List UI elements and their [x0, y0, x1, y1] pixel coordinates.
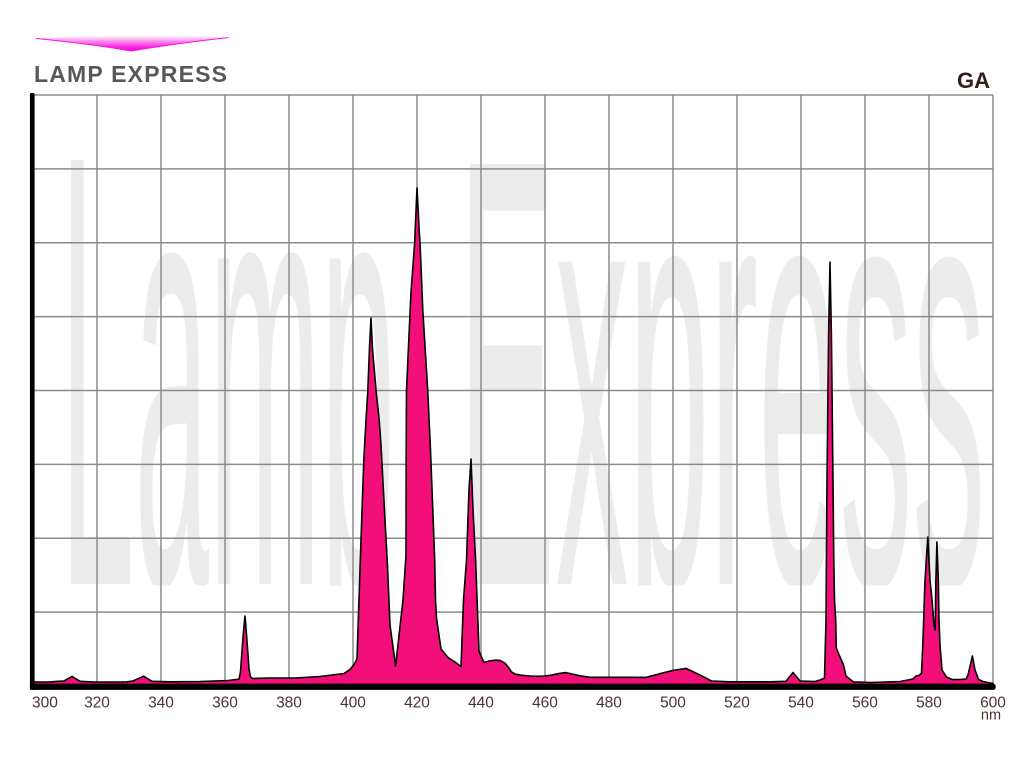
svg-text:560: 560 — [852, 695, 878, 712]
svg-text:Lamp: Lamp — [60, 26, 395, 719]
svg-text:360: 360 — [212, 695, 238, 712]
svg-text:320: 320 — [84, 695, 110, 712]
svg-text:440: 440 — [468, 695, 494, 712]
svg-text:460: 460 — [532, 695, 558, 712]
svg-text:500: 500 — [660, 695, 686, 712]
svg-text:400: 400 — [340, 695, 366, 712]
svg-text:GA: GA — [957, 68, 990, 93]
svg-text:380: 380 — [276, 695, 302, 712]
svg-text:420: 420 — [404, 695, 430, 712]
svg-text:580: 580 — [916, 695, 942, 712]
svg-text:nm: nm — [981, 708, 1001, 724]
svg-text:480: 480 — [596, 695, 622, 712]
svg-text:Express: Express — [458, 32, 985, 717]
svg-text:340: 340 — [148, 695, 174, 712]
svg-text:540: 540 — [788, 695, 814, 712]
svg-text:600: 600 — [980, 695, 1006, 712]
svg-text:300: 300 — [32, 695, 58, 712]
svg-text:LAMP EXPRESS: LAMP EXPRESS — [34, 61, 228, 87]
svg-text:520: 520 — [724, 695, 750, 712]
